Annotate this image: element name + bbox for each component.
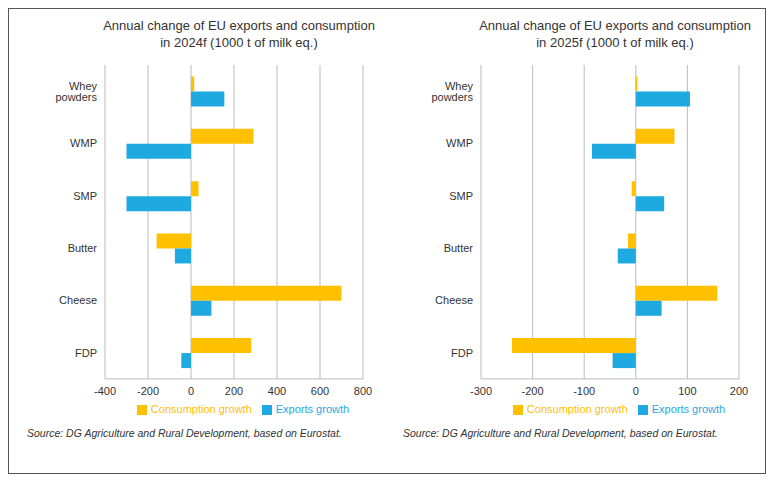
svg-text:600: 600 — [311, 385, 329, 397]
svg-text:Cheese: Cheese — [59, 294, 97, 306]
svg-text:200: 200 — [730, 385, 748, 397]
html-text:in 2025f (1000 t of milk eq.): in 2025f (1000 t of milk eq.) — [536, 35, 694, 50]
svg-text:-200: -200 — [522, 385, 544, 397]
svg-text:FDP: FDP — [451, 347, 473, 359]
html-text:Annual change of EU exports an: Annual change of EU exports and consumpt… — [479, 18, 751, 33]
svg-text:SMP: SMP — [449, 190, 473, 202]
svg-text:100: 100 — [678, 385, 696, 397]
svg-text:-400: -400 — [94, 385, 116, 397]
svg-text:0: 0 — [188, 385, 194, 397]
html-text:Exports growth: Exports growth — [275, 402, 350, 415]
html-text:in 2024f (1000 t of milk eq.): in 2024f (1000 t of milk eq.) — [160, 35, 318, 50]
svg-text:400: 400 — [268, 385, 286, 397]
svg-text:Butter: Butter — [68, 242, 98, 254]
svg-text:200: 200 — [225, 385, 243, 397]
svg-text:-100: -100 — [573, 385, 595, 397]
html-text:Source: DG Agriculture and Rur: Source: DG Agriculture and Rural Develop… — [403, 427, 718, 439]
svg-text:Wheypowders: Wheypowders — [431, 80, 473, 103]
svg-text:Wheypowders: Wheypowders — [55, 80, 97, 103]
svg-text:-300: -300 — [470, 385, 492, 397]
svg-text:800: 800 — [354, 385, 372, 397]
html-text:Consumption growth: Consumption growth — [526, 402, 628, 415]
html-text:Exports growth: Exports growth — [651, 402, 726, 415]
html-text:Consumption growth: Consumption growth — [150, 402, 252, 415]
html-text:Annual change of EU exports an: Annual change of EU exports and consumpt… — [103, 18, 375, 33]
svg-text:WMP: WMP — [446, 137, 473, 149]
svg-text:Cheese: Cheese — [435, 294, 473, 306]
svg-text:0: 0 — [633, 385, 639, 397]
svg-text:Butter: Butter — [444, 242, 474, 254]
svg-text:-200: -200 — [137, 385, 159, 397]
svg-text:WMP: WMP — [70, 137, 97, 149]
svg-text:FDP: FDP — [75, 347, 97, 359]
svg-text:SMP: SMP — [73, 190, 97, 202]
html-text:Source: DG Agriculture and Rur: Source: DG Agriculture and Rural Develop… — [27, 427, 342, 439]
